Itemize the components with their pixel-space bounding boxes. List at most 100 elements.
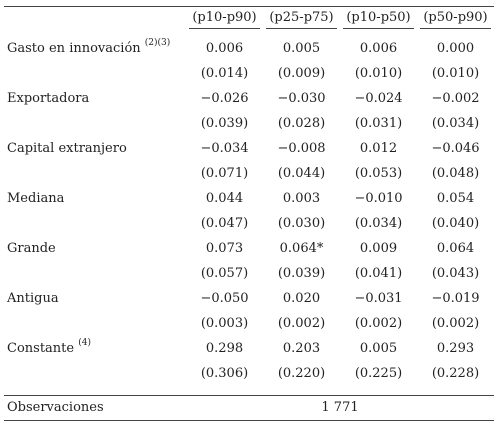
coefficient-cell: −0.019 [431, 291, 480, 306]
std-error-row: (0.014) (0.009) (0.010) (0.010) [4, 61, 494, 86]
std-error-row: (0.039) (0.028) (0.031) (0.034) [4, 111, 494, 136]
std-error-cell: (0.014) [200, 66, 249, 81]
coefficient-cell: 0.012 [359, 141, 398, 156]
observations-row: Observaciones 1 771 [4, 395, 494, 420]
coefficient-row: Mediana 0.044 0.003 −0.010 0.054 [4, 186, 494, 211]
coefficient-row: Gasto en innovación (2)(3) 0.006 0.005 0.00… [4, 36, 494, 61]
std-error-cell: (0.039) [200, 116, 249, 131]
std-error-cell: (0.044) [277, 166, 326, 181]
column-header-label: (p10-p50) [346, 10, 411, 25]
column-header-label: (p10-p90) [192, 10, 257, 25]
variable-label: Constante (4) [7, 336, 91, 361]
coefficient-cell: 0.064* [279, 241, 324, 256]
variable-name: Capital extranjero [7, 141, 127, 156]
coefficient-cell: 0.073 [205, 241, 244, 256]
std-error-cell: (0.040) [431, 216, 480, 231]
coefficient-cell: 0.003 [282, 191, 321, 206]
column-header: (p10-p90) [186, 7, 263, 29]
std-error-cell: (0.071) [200, 166, 249, 181]
coefficient-cell: −0.030 [277, 91, 326, 106]
variable-name: Antigua [7, 291, 59, 306]
coefficient-cell: −0.024 [354, 91, 403, 106]
coefficient-cell: −0.002 [431, 91, 480, 106]
std-error-cell: (0.009) [277, 66, 326, 81]
variable-name: Grande [7, 241, 56, 256]
variable-label: Mediana [7, 186, 64, 211]
variable-label: Gasto en innovación (2)(3) [7, 36, 170, 61]
variable-name: Mediana [7, 191, 65, 206]
variable-name: Exportadora [7, 91, 90, 106]
variable-label: Antigua [7, 286, 59, 311]
observations-rule [4, 395, 494, 396]
column-header-underline [420, 28, 491, 29]
coefficient-cell: 0.020 [282, 291, 321, 306]
std-error-cell: (0.034) [431, 116, 480, 131]
std-error-cell: (0.047) [200, 216, 249, 231]
coefficient-row: Constante (4) 0.298 0.203 0.005 0.293 [4, 336, 494, 361]
coefficient-row: Capital extranjero −0.034 −0.008 0.012 −0.04… [4, 136, 494, 161]
coefficient-cell: 0.298 [205, 341, 244, 356]
column-header: (p25-p75) [263, 7, 340, 29]
column-header-label: (p50-p90) [423, 10, 488, 25]
std-error-cell: (0.048) [431, 166, 480, 181]
top-rule [4, 6, 494, 7]
variable-label: Capital extranjero [7, 136, 127, 161]
std-error-row: (0.047) (0.030) (0.034) (0.040) [4, 211, 494, 236]
std-error-cell: (0.041) [354, 266, 403, 281]
coefficient-cell: −0.031 [354, 291, 403, 306]
std-error-row: (0.003) (0.002) (0.002) (0.002) [4, 311, 494, 336]
coefficient-cell: −0.010 [354, 191, 403, 206]
coefficient-row: Grande 0.073 0.064* 0.009 0.064 [4, 236, 494, 261]
coefficient-cell: 0.293 [436, 341, 475, 356]
footnote-marker: (4) [78, 338, 91, 348]
std-error-cell: (0.043) [431, 266, 480, 281]
bottom-rule [4, 420, 494, 421]
coefficient-cell: 0.005 [359, 341, 398, 356]
std-error-cell: (0.306) [200, 366, 249, 381]
std-error-cell: (0.010) [354, 66, 403, 81]
std-error-cell: (0.002) [431, 316, 480, 331]
coefficient-cell: 0.064 [436, 241, 475, 256]
observations-value: 1 771 [321, 400, 359, 415]
coefficient-cell: 0.203 [282, 341, 321, 356]
column-header-underline [266, 28, 337, 29]
std-error-cell: (0.003) [200, 316, 249, 331]
observations-label: Observaciones [7, 400, 104, 415]
coefficient-cell: 0.009 [359, 241, 398, 256]
regression-table: (p10-p90) (p25-p75) (p10-p50) (p50-p90) Gas… [4, 0, 494, 423]
variable-name: Gasto en innovación [7, 41, 141, 56]
variable-label: Exportadora [7, 86, 89, 111]
std-error-cell: (0.053) [354, 166, 403, 181]
column-header-underline [189, 28, 260, 29]
variable-name: Constante [7, 341, 75, 356]
coefficient-cell: −0.026 [200, 91, 249, 106]
std-error-cell: (0.220) [277, 366, 326, 381]
std-error-cell: (0.028) [277, 116, 326, 131]
coefficient-cell: 0.044 [205, 191, 244, 206]
coefficient-cell: 0.005 [282, 41, 321, 56]
coefficient-row: Exportadora −0.026 −0.030 −0.024 −0.002 [4, 86, 494, 111]
variable-label: Grande [7, 236, 56, 261]
std-error-cell: (0.039) [277, 266, 326, 281]
coefficient-cell: −0.008 [277, 141, 326, 156]
std-error-cell: (0.002) [277, 316, 326, 331]
std-error-cell: (0.030) [277, 216, 326, 231]
footnote-marker: (2)(3) [144, 38, 171, 48]
std-error-cell: (0.228) [431, 366, 480, 381]
coefficient-row: Antigua −0.050 0.020 −0.031 −0.019 [4, 286, 494, 311]
column-header: (p50-p90) [417, 7, 494, 29]
coefficient-cell: 0.006 [359, 41, 398, 56]
std-error-cell: (0.031) [354, 116, 403, 131]
coefficient-cell: −0.050 [200, 291, 249, 306]
std-error-cell: (0.010) [431, 66, 480, 81]
std-error-cell: (0.034) [354, 216, 403, 231]
column-header-underline [343, 28, 414, 29]
coefficient-cell: −0.034 [200, 141, 249, 156]
coefficient-cell: 0.054 [436, 191, 475, 206]
std-error-cell: (0.057) [200, 266, 249, 281]
std-error-row: (0.071) (0.044) (0.053) (0.048) [4, 161, 494, 186]
column-header: (p10-p50) [340, 7, 417, 29]
coefficient-cell: −0.046 [431, 141, 480, 156]
std-error-row: (0.306) (0.220) (0.225) (0.228) [4, 361, 494, 386]
std-error-cell: (0.002) [354, 316, 403, 331]
